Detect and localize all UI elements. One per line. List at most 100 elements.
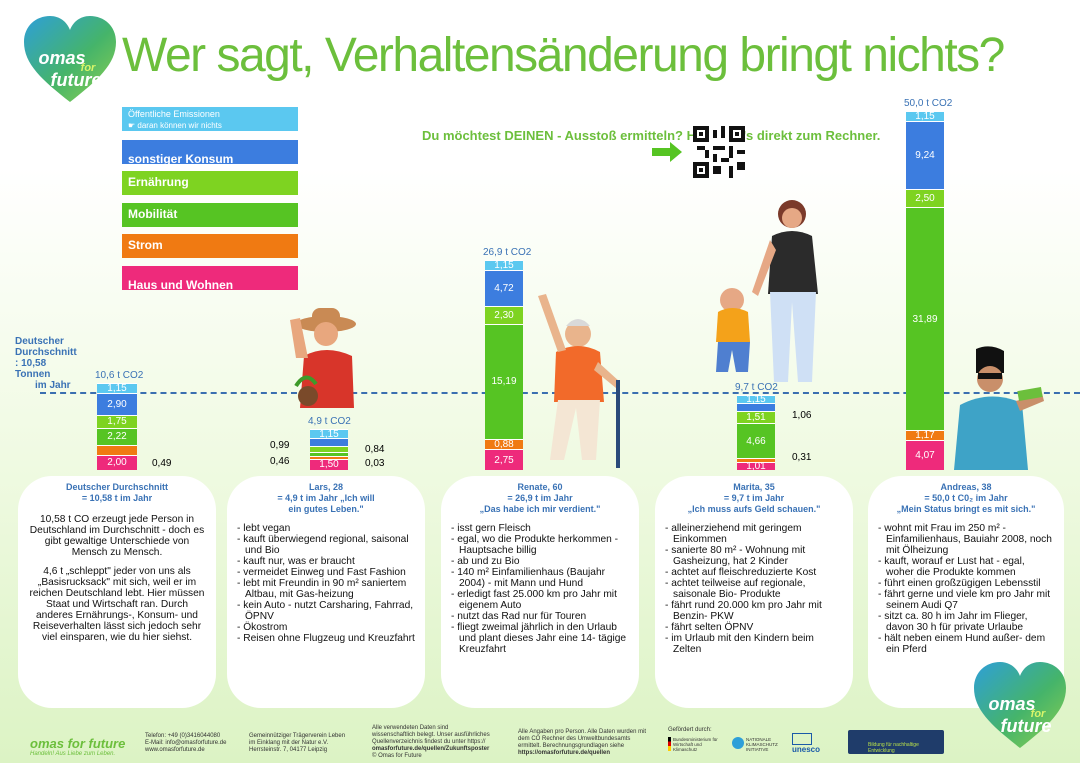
bar-segment: 2,00 — [97, 454, 137, 470]
panel-list-item: - sanierte 80 m² - Wohnung mit Gasheizun… — [665, 545, 806, 567]
legend-item: Mobilität — [122, 203, 298, 227]
bar-segment: 1,15 — [97, 382, 137, 394]
bar-segment: 4,07 — [906, 440, 944, 470]
panel-list-item: - egal, wo die Produkte herkommen - Haup… — [451, 534, 619, 556]
bar-total-label: 10,6 t CO2 — [95, 369, 144, 381]
panel-paragraph: 10,58 t CO erzeugt jede Person in Deutsc… — [29, 514, 205, 558]
legend-note: ☛ daran können wir nichts — [128, 121, 222, 130]
logo-text-omas: omas — [988, 694, 1036, 714]
footer-sources-link[interactable]: omasforfuture.de/quellen/Zukunftsposter — [372, 746, 490, 752]
panel-list: - lebt vegan - kauft überwiegend regional… — [237, 523, 415, 644]
bar-segment: 9,24 — [906, 121, 944, 189]
panel-list-item: - kauft nur, was er braucht — [237, 556, 355, 567]
panel-list-item: - isst gern Fleisch — [451, 523, 531, 534]
bar-segment: 2,90 — [97, 392, 137, 415]
footer-sources-line: wissenschaftlich belegt. Unser ausführli… — [372, 732, 490, 738]
bar-segment: 2,22 — [97, 427, 137, 445]
panel-list-item: - Ökostrom — [237, 622, 288, 633]
panel-heading: Lars, 28 — [308, 482, 344, 492]
unesco-temple-icon — [792, 733, 812, 745]
panel-list-item: - sitzt ca. 80 h im Jahr im Flieger, dav… — [878, 611, 1028, 633]
legend-label: Haus und Wohnen — [128, 278, 234, 292]
bar-side-value: 0,31 — [792, 452, 812, 463]
legend-label: Strom — [128, 238, 163, 252]
bar-segment — [737, 403, 775, 412]
bar-segment: 1,50 — [310, 458, 348, 470]
bar-segment: 1,15 — [485, 260, 523, 271]
logo-bottom: omas for future — [972, 660, 1068, 752]
funder-bne: Bildung für nachhaltige Entwicklung — [848, 730, 944, 754]
footer-sources: Alle verwendeten Daten sind wissenschaft… — [372, 725, 490, 760]
legend-item: Öffentliche Emissionen ☛ daran können wir… — [122, 107, 298, 131]
legend-item: Strom — [122, 234, 298, 258]
logo-text-future: future — [50, 70, 102, 90]
panel-durchschnitt: Deutscher Durchschnitt = 10,58 t im Jahr… — [18, 476, 216, 708]
heart-logo-icon — [24, 16, 116, 102]
bar-segment: 1,75 — [97, 414, 137, 428]
bar-segment — [737, 458, 775, 463]
qr-code[interactable] — [693, 126, 745, 178]
bar-segment: 1,17 — [906, 430, 944, 441]
legend-label: sonstiger Konsum — [128, 152, 234, 166]
footer-phone: Telefon: +49 (0)3416044080 — [145, 733, 221, 739]
panel-list-item: - achtet teilweise auf regionale, saison… — [665, 578, 806, 600]
footer-note-line: dem CO Rechner des Umweltbundesamts — [518, 736, 631, 742]
marita-figure-icon — [716, 200, 818, 382]
footer-org-line: Gemeinnütziger Trägerverein Leben — [249, 733, 346, 739]
footer-website[interactable]: www.omasforfuture.de — [145, 747, 205, 753]
bar-segment: 15,19 — [485, 323, 523, 440]
panel-list-item: - im Urlaub mit den Kindern beim Zelten — [665, 633, 814, 655]
panel-marita: Marita, 35 = 9,7 t im Jahr „Ich muss auf… — [655, 476, 853, 708]
panel-list-item: - fährt selten ÖPNV — [665, 622, 754, 633]
panel-list: - alleinerziehend mit geringem Einkommen… — [665, 523, 843, 655]
bar-renate: 2,75 0,88 15,19 2,30 4,72 1,15 — [485, 260, 523, 470]
legend-item: Haus und Wohnen — [122, 266, 298, 292]
bar-segment: 2,50 — [906, 188, 944, 208]
average-label-line: Durchschnitt — [15, 347, 77, 358]
panel-subheading: = 9,7 t im Jahr — [723, 493, 785, 503]
footer-note-line: ermittelt. Berechnungsgrundlagen siehe — [518, 743, 625, 749]
footer-copyright: © Omas for Future — [372, 753, 422, 759]
panel-subheading: = 4,9 t im Jahr „Ich will — [277, 493, 375, 503]
panel-renate: Renate, 60 = 26,9 t im Jahr „Das habe ic… — [441, 476, 639, 708]
bar-segment — [310, 438, 348, 446]
bar-segment — [310, 445, 348, 453]
panel-subheading: = 10,58 t im Jahr — [81, 493, 153, 503]
bar-segment — [97, 444, 137, 455]
funder-unesco: unesco — [792, 733, 842, 754]
panel-list-item: - hält neben einem Hund außer- dem ein P… — [878, 633, 1046, 655]
calculator-link-text[interactable]: Du möchtest DEINEN - Ausstoß ermitteln? … — [422, 128, 881, 143]
funder-nki: NATIONALE KLIMASCHUTZ INITIATIVE — [732, 737, 786, 754]
panel-list-item: - vermeidet Einweg und Fast Fashion — [237, 567, 406, 578]
footer-sources-line: Quellenverzeichnis findest du unter http… — [372, 739, 486, 745]
panel-quote: „Das habe ich mir verdient." — [479, 504, 601, 514]
bar-lars: 1,50 1,15 — [310, 429, 348, 470]
panel-list-item: - 140 m² Einfamilienhaus (Baujahr 2004) … — [451, 567, 606, 589]
bar-segment: 1,15 — [737, 394, 775, 405]
bar-segment: 1,01 — [737, 461, 775, 472]
bar-side-value: 0,99 — [270, 440, 290, 451]
legend-label: Öffentliche Emissionen — [128, 109, 220, 119]
footer-email[interactable]: E-Mail: info@omasforfuture.de — [145, 740, 227, 746]
legend-item: sonstiger Konsum — [122, 140, 298, 166]
bar-segment — [310, 452, 348, 456]
panel-list-item: - kauft überwiegend regional, saisonal u… — [237, 534, 409, 556]
legend-label: Mobilität — [128, 207, 178, 221]
bar-side-value: 0,46 — [270, 456, 290, 467]
footer-note-link[interactable]: https://omasforfuture.de/quellen — [518, 750, 611, 756]
panel-list-item: - wohnt mit Frau im 250 m² - Einfamilien… — [878, 523, 1052, 556]
panel-list-item: - fährt gerne und viele km pro Jahr mit … — [878, 589, 1051, 611]
average-label-line: im Jahr — [35, 380, 71, 391]
panel-subheading: = 26,9 t im Jahr — [507, 493, 573, 503]
footer-contact: Telefon: +49 (0)3416044080 E-Mail: info@… — [145, 733, 226, 754]
bar-segment: 4,72 — [485, 270, 523, 307]
funder-label: Bundesministerium für Wirtschaft und Kli… — [673, 737, 718, 752]
bar-segment — [310, 455, 348, 459]
panel-list-item: - alleinerziehend mit geringem Einkommen — [665, 523, 802, 545]
panel-heading: Andreas, 38 — [940, 482, 992, 492]
bar-segment: 1,15 — [906, 111, 944, 122]
bar-segment: 2,30 — [485, 306, 523, 324]
footer-org-line: im Einklang mit der Natur e.V. — [249, 740, 329, 746]
footer-note-line: Alle Angaben pro Person. Alle Daten wurd… — [518, 729, 647, 735]
footer-org: Gemeinnütziger Trägerverein Leben im Ein… — [249, 733, 345, 754]
